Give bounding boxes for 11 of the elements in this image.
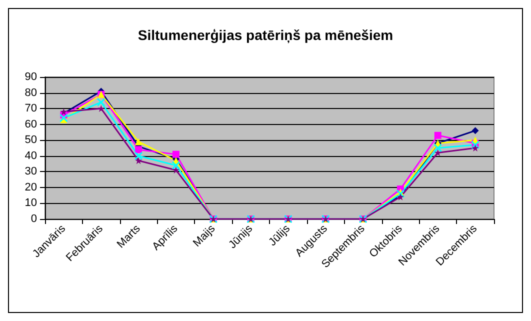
y-tick-label: 60 bbox=[24, 118, 37, 130]
y-tick-label: 70 bbox=[24, 102, 37, 115]
y-tick-label: 40 bbox=[24, 150, 37, 162]
chart-title: Siltumenerģijas patēriņš pa mēnešiem bbox=[138, 27, 394, 44]
y-tick-label: 50 bbox=[24, 134, 37, 146]
y-tick-label: 80 bbox=[24, 86, 37, 99]
y-tick-label: 30 bbox=[24, 166, 37, 178]
y-tick-label: 90 bbox=[24, 71, 37, 83]
y-tick-label: 20 bbox=[24, 181, 37, 194]
y-tick-label: 0 bbox=[30, 213, 37, 225]
y-tick-label: 10 bbox=[24, 197, 37, 210]
